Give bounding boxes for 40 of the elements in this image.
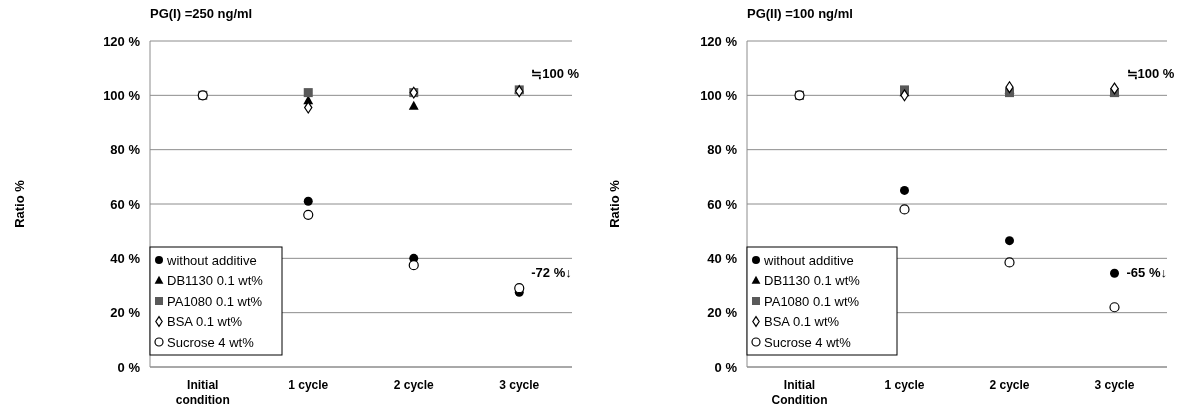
x-tick-label: 3 cycle bbox=[499, 378, 540, 392]
y-axis-title: Ratio % bbox=[607, 179, 622, 228]
x-tick-label: 3 cycle bbox=[1094, 378, 1135, 392]
y-tick-label: 100 % bbox=[700, 87, 738, 103]
y-tick-label: 40 % bbox=[110, 250, 141, 266]
y-tick-label: 100 % bbox=[103, 87, 141, 103]
x-tick-label: 2 cycle bbox=[989, 378, 1030, 392]
chart-title: PG(II) =100 ng/ml bbox=[747, 6, 853, 21]
y-tick-label: 80 % bbox=[110, 142, 141, 158]
y-tick-label: 120 % bbox=[700, 33, 738, 49]
legend-label: without additive bbox=[763, 252, 854, 268]
x-tick-label: Initial Condition bbox=[771, 378, 828, 407]
y-axis-title: Ratio % bbox=[12, 179, 27, 228]
annotation: -72 %↓ bbox=[531, 265, 572, 281]
x-tick-label: 1 cycle bbox=[884, 378, 925, 392]
y-tick-label: 80 % bbox=[707, 142, 738, 158]
y-tick-label: 0 % bbox=[117, 359, 141, 375]
legend-label: PA1080 0.1 wt% bbox=[167, 293, 263, 309]
legend-label: without additive bbox=[166, 252, 257, 268]
x-tick-label: Initial condition bbox=[175, 378, 230, 407]
legend-label: PA1080 0.1 wt% bbox=[764, 293, 860, 309]
legend-label: DB1130 0.1 wt% bbox=[167, 273, 264, 289]
annotation: -65 %↓ bbox=[1126, 265, 1167, 281]
y-tick-label: 120 % bbox=[103, 33, 141, 49]
legend-label: BSA 0.1 wt% bbox=[764, 314, 840, 330]
legend-label: Sucrose 4 wt% bbox=[167, 334, 255, 350]
chart-title: PG(I) =250 ng/ml bbox=[150, 6, 253, 21]
annotation: ≒100 % bbox=[531, 66, 580, 82]
legend-label: BSA 0.1 wt% bbox=[167, 314, 243, 330]
y-tick-label: 20 % bbox=[110, 305, 141, 321]
y-tick-label: 20 % bbox=[707, 305, 738, 321]
legend-label: Sucrose 4 wt% bbox=[764, 334, 852, 350]
x-tick-label: 1 cycle bbox=[288, 378, 329, 392]
y-tick-label: 60 % bbox=[707, 196, 738, 212]
legend-label: DB1130 0.1 wt% bbox=[764, 273, 861, 289]
y-tick-label: 60 % bbox=[110, 196, 141, 212]
x-tick-label: 2 cycle bbox=[393, 378, 435, 392]
y-tick-label: 0 % bbox=[714, 359, 738, 375]
annotation: ≒100 % bbox=[1126, 66, 1175, 82]
y-tick-label: 40 % bbox=[707, 250, 738, 266]
